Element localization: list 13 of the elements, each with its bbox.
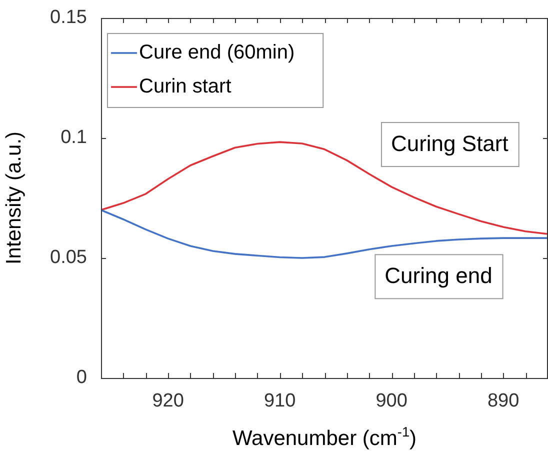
y-axis-title: Intensity (a.u.) <box>2 131 26 265</box>
annotation: Curing end <box>384 263 492 288</box>
legend-label: Curin start <box>139 76 232 98</box>
y-tick-label: 0 <box>76 367 87 388</box>
y-tick-label: 0.05 <box>50 247 87 268</box>
x-tick-label: 900 <box>376 390 408 412</box>
x-tick-label: 920 <box>152 390 184 412</box>
x-tick-label: 890 <box>487 390 520 412</box>
y-tick-label: 0.1 <box>60 127 87 148</box>
annotation: Curing Start <box>390 131 508 156</box>
legend-label: Cure end (60min) <box>139 42 295 64</box>
x-tick-label: 910 <box>264 390 296 412</box>
y-tick-label: 0.15 <box>50 7 87 28</box>
